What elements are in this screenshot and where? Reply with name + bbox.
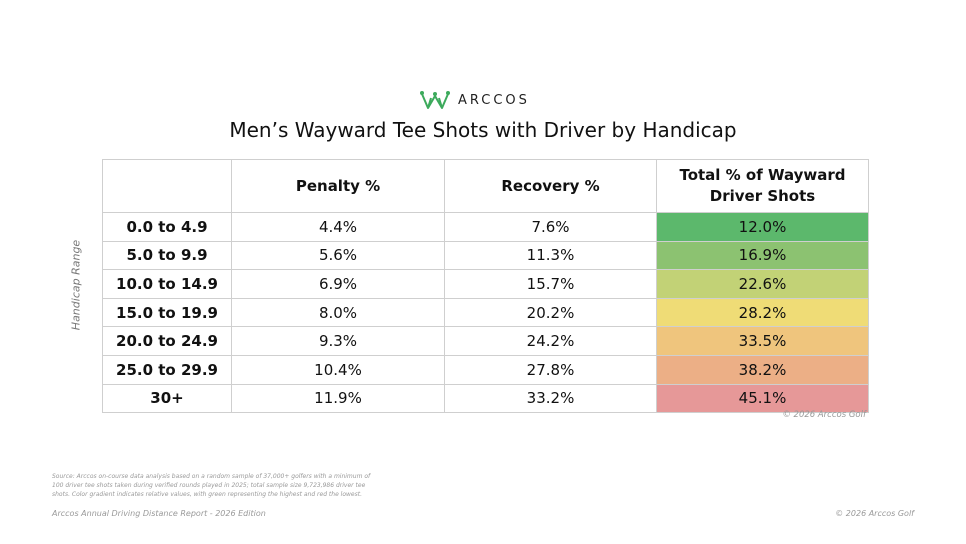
cell-penalty: 9.3% <box>231 326 445 356</box>
brand-name: ARCCOS <box>458 92 530 108</box>
row-handicap-range: 30+ <box>102 383 232 414</box>
cell-total: 33.5% <box>656 326 869 356</box>
cell-recovery: 27.8% <box>444 354 657 385</box>
y-axis-label: Handicap Range <box>69 239 83 331</box>
table-row: 30+ 11.9% 33.2% 45.1% <box>102 383 869 414</box>
row-handicap-range: 5.0 to 9.9 <box>102 240 232 271</box>
cell-recovery: 20.2% <box>444 297 657 328</box>
table-copyright: © 2026 Arccos Golf <box>782 410 866 420</box>
table-row: 25.0 to 29.9 10.4% 27.8% 38.2% <box>102 354 869 385</box>
cell-total: 12.0% <box>656 212 869 242</box>
table-row: 20.0 to 24.9 9.3% 24.2% 33.5% <box>102 326 869 356</box>
header-total: Total % of Wayward Driver Shots <box>656 159 869 213</box>
cell-recovery: 11.3% <box>444 240 657 271</box>
cell-penalty: 11.9% <box>231 383 445 414</box>
row-handicap-range: 20.0 to 24.9 <box>102 326 232 356</box>
cell-total: 28.2% <box>656 297 869 328</box>
cell-recovery: 7.6% <box>444 212 657 242</box>
cell-total: 45.1% <box>656 383 869 414</box>
table-row: 15.0 to 19.9 8.0% 20.2% 28.2% <box>102 297 869 328</box>
table-row: 0.0 to 4.9 4.4% 7.6% 12.0% <box>102 212 869 242</box>
cell-penalty: 4.4% <box>231 212 445 242</box>
table-row: 10.0 to 14.9 6.9% 15.7% 22.6% <box>102 269 869 299</box>
table-body: 0.0 to 4.9 4.4% 7.6% 12.0% 5.0 to 9.9 5.6% 11.… <box>102 212 869 414</box>
header-recovery: Recovery % <box>444 159 657 213</box>
cell-penalty: 5.6% <box>231 240 445 271</box>
chart-title: Men’s Wayward Tee Shots with Driver by H… <box>229 118 737 142</box>
header-total-text: Total % of Wayward Driver Shots <box>679 166 846 205</box>
brand-logo: ARCCOS <box>420 90 530 110</box>
row-handicap-range: 0.0 to 4.9 <box>102 212 232 242</box>
cell-total: 22.6% <box>656 269 869 299</box>
header-blank <box>102 159 232 213</box>
row-handicap-range: 10.0 to 14.9 <box>102 269 232 299</box>
cell-penalty: 10.4% <box>231 354 445 385</box>
cell-penalty: 8.0% <box>231 297 445 328</box>
cell-recovery: 24.2% <box>444 326 657 356</box>
data-table: Penalty % Recovery % Total % of Wayward … <box>102 159 869 414</box>
table-header-row: Penalty % Recovery % Total % of Wayward … <box>102 159 869 213</box>
table-row: 5.0 to 9.9 5.6% 11.3% 16.9% <box>102 240 869 271</box>
row-handicap-range: 25.0 to 29.9 <box>102 354 232 385</box>
source-note: Source: Arccos on-course data analysis b… <box>52 473 371 498</box>
cell-recovery: 15.7% <box>444 269 657 299</box>
header-penalty: Penalty % <box>231 159 445 213</box>
footer-report-title: Arccos Annual Driving Distance Report - … <box>52 509 266 518</box>
crown-icon <box>420 91 450 109</box>
cell-recovery: 33.2% <box>444 383 657 414</box>
footer-copyright: © 2026 Arccos Golf <box>835 509 914 518</box>
cell-total: 38.2% <box>656 354 869 385</box>
cell-penalty: 6.9% <box>231 269 445 299</box>
row-handicap-range: 15.0 to 19.9 <box>102 297 232 328</box>
cell-total: 16.9% <box>656 240 869 271</box>
